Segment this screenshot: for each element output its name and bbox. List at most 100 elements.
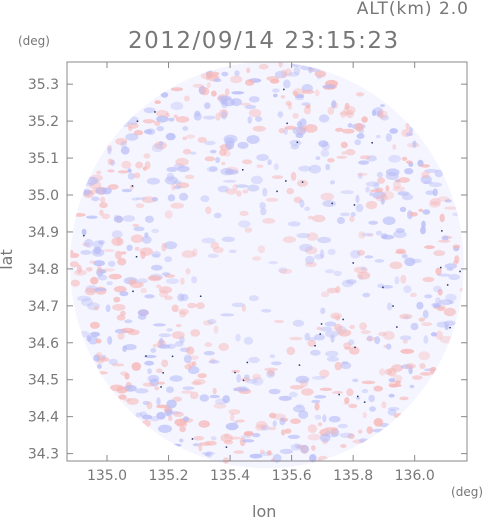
heatmap-speckle — [337, 329, 352, 337]
y-axis-unit: (deg) — [18, 34, 50, 48]
heatmap-speckle — [140, 287, 147, 294]
heatmap-speckle — [106, 281, 113, 286]
heatmap-speckle — [146, 177, 160, 185]
heatmap-speckle — [419, 363, 426, 369]
heatmap-speckle — [334, 361, 342, 371]
heatmap-speckle — [290, 144, 300, 150]
heatmap-speckle — [378, 331, 387, 337]
x-tick-label: 135.0 — [87, 468, 127, 484]
heatmap-speckle — [207, 253, 219, 258]
heatmap-speckle — [131, 362, 142, 371]
heatmap-speckle — [256, 154, 269, 161]
heatmap-speckle — [206, 71, 220, 76]
heatmap-speckle — [343, 342, 352, 349]
heatmap-speckle — [120, 371, 128, 376]
heatmap-speckle — [454, 255, 460, 263]
heatmap-speckle — [70, 279, 80, 287]
heatmap-speckle — [154, 100, 161, 104]
heatmap-speckle — [379, 368, 386, 376]
heatmap-speckle — [85, 176, 99, 185]
heatmap-speckle — [325, 350, 339, 357]
heatmap-speckle — [399, 206, 407, 212]
heatmap-speckle — [202, 320, 214, 326]
heatmap-speckle — [435, 267, 442, 276]
heatmap-outlier-pixel — [314, 345, 316, 347]
y-axis: 34.3 34.4 34.5 34.6 34.7 34.8 34.9 35.0 35.1 35.2… — [28, 77, 467, 463]
heatmap-speckle — [422, 209, 431, 215]
heatmap-speckle — [400, 274, 407, 284]
heatmap-speckle — [230, 98, 242, 107]
heatmap-speckle — [183, 354, 192, 364]
heatmap-speckle — [166, 343, 176, 349]
heatmap-speckle — [376, 134, 381, 139]
heatmap-speckle — [374, 259, 385, 263]
heatmap-speckle — [262, 187, 268, 197]
heatmap-speckle — [307, 339, 317, 347]
heatmap-speckle — [172, 180, 182, 185]
heatmap-speckle — [244, 227, 253, 233]
heatmap-speckle — [337, 423, 348, 429]
heatmap-speckle — [298, 410, 309, 419]
heatmap-speckle — [247, 116, 253, 124]
x-tick-label: 135.6 — [272, 468, 312, 484]
y-tick-label: 34.3 — [28, 447, 59, 463]
heatmap-speckle — [307, 215, 314, 220]
heatmap-outlier-pixel — [342, 318, 344, 321]
heatmap-speckle — [420, 226, 426, 235]
heatmap-speckle — [319, 387, 333, 391]
heatmap-outlier-pixel — [301, 181, 304, 183]
heatmap-speckle — [416, 301, 424, 310]
heatmap-speckle — [127, 122, 139, 129]
heatmap-speckle — [395, 250, 407, 255]
heatmap-outlier-pixel — [171, 355, 174, 358]
heatmap-outlier-pixel — [353, 204, 356, 206]
heatmap-speckle — [96, 371, 108, 375]
heatmap-speckle — [420, 175, 432, 185]
heatmap-speckle — [404, 257, 416, 267]
heatmap-speckle — [229, 413, 235, 422]
heatmap-speckle — [378, 109, 384, 119]
heatmap-speckle — [340, 110, 347, 119]
heatmap-speckle — [225, 188, 237, 195]
heatmap-speckle — [446, 267, 454, 271]
heatmap-speckle — [444, 263, 457, 269]
heatmap-speckle — [177, 293, 185, 302]
heatmap-speckle — [356, 396, 361, 400]
plot-frame — [66, 61, 468, 462]
heatmap-speckle — [167, 194, 176, 202]
heatmap-outlier-pixel — [338, 393, 340, 396]
chart-timestamp-title: 2012/09/14 23:15:23 — [128, 28, 400, 54]
heatmap-speckle — [249, 295, 259, 302]
heatmap-outlier-pixel — [449, 326, 451, 329]
heatmap-speckle — [393, 230, 407, 239]
heatmap-speckle — [116, 314, 126, 321]
heatmap-speckle — [120, 140, 127, 149]
y-tick-label: 34.6 — [28, 336, 59, 352]
x-axis: 135.0 135.2 135.4 135.6 135.8 136.0 — [87, 62, 435, 484]
heatmap-speckle — [107, 184, 119, 190]
heatmap-speckle — [175, 323, 182, 328]
heatmap-speckle — [160, 92, 169, 98]
heatmap-speckle — [361, 232, 374, 237]
heatmap-speckle — [204, 452, 210, 457]
heatmap-speckle — [272, 420, 277, 427]
heatmap-speckle — [210, 241, 220, 250]
heatmap-speckle — [349, 324, 355, 330]
heatmap-speckle — [99, 209, 104, 216]
heatmap-speckle — [145, 215, 154, 223]
heatmap-speckle — [409, 212, 418, 217]
heatmap-speckle — [340, 444, 347, 448]
heatmap-speckle — [158, 286, 173, 294]
heatmap-speckle — [121, 160, 132, 169]
heatmap-speckle — [434, 169, 444, 178]
heatmap-speckle — [130, 234, 144, 243]
heatmap-speckle — [80, 250, 92, 255]
heatmap-speckle — [392, 144, 397, 150]
heatmap-speckle — [170, 101, 184, 111]
heatmap-speckle — [421, 171, 430, 179]
heatmap-outlier-pixel — [160, 386, 162, 388]
heatmap-speckle — [443, 320, 456, 326]
heatmap-speckle — [171, 304, 179, 313]
heatmap-speckle — [302, 89, 315, 94]
